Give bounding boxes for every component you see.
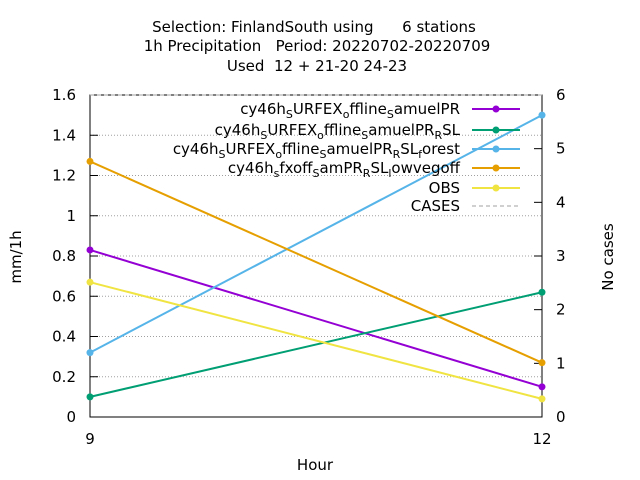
y2-tick-label: 6 xyxy=(556,86,566,104)
y2-tick-label: 2 xyxy=(556,301,566,319)
series-point xyxy=(538,111,546,119)
series-line-3 xyxy=(89,160,543,364)
y2-tick-label: 3 xyxy=(556,247,566,265)
y-tick-label: 1.6 xyxy=(52,86,76,104)
legend-swatch-point xyxy=(492,145,500,153)
chart-title-line1: Selection: FinlandSouth using 6 stations xyxy=(152,18,476,36)
series-point xyxy=(86,349,94,357)
y-tick-label: 0.2 xyxy=(52,368,76,386)
legend-label: cy46hSURFEXofflineSamuelPRRSL xyxy=(215,121,461,142)
x-tick-label: 12 xyxy=(532,430,551,448)
series-line-1 xyxy=(89,291,543,398)
legend-label: cy46hsfxoffSamPRRSLlowvegoff xyxy=(228,159,461,180)
y-tick-label: 0.8 xyxy=(52,247,76,265)
x-tick-label: 9 xyxy=(85,430,95,448)
y2-tick-label: 0 xyxy=(556,408,566,426)
x-axis-label: Hour xyxy=(297,456,334,474)
legend-swatch-point xyxy=(492,184,500,192)
y-tick-label: 0 xyxy=(66,408,76,426)
series-point xyxy=(538,288,546,296)
y2-tick-label: 1 xyxy=(556,354,566,372)
grid-lines xyxy=(90,134,542,378)
series-point xyxy=(538,383,546,391)
series-point xyxy=(538,359,546,367)
legend-swatch-point xyxy=(492,105,500,113)
legend-label: cy46hSURFEXofflineSamuelPRRSLforest xyxy=(173,140,460,161)
chart-title-line2: 1h Precipitation Period: 20220702-202207… xyxy=(144,37,491,55)
series-line-2 xyxy=(89,114,543,354)
series-line-4 xyxy=(89,281,543,400)
legend-swatch-point xyxy=(492,126,500,134)
y-tick-label: 0.6 xyxy=(52,287,76,305)
legend-label: CASES xyxy=(411,197,460,215)
data-series xyxy=(86,94,546,403)
legend-label: cy46hSURFEXofflineSamuelPR xyxy=(240,100,460,121)
legend: cy46hSURFEXofflineSamuelPRcy46hSURFEXoff… xyxy=(173,100,520,215)
y2-tick-label: 4 xyxy=(556,193,566,211)
chart-title-line3: Used 12 + 21-20 24-23 xyxy=(227,57,407,75)
y-tick-label: 0.4 xyxy=(52,328,76,346)
series-point xyxy=(86,246,94,254)
y2-tick-label: 5 xyxy=(556,140,566,158)
y-axis-label: mm/1h xyxy=(7,230,25,283)
y-tick-label: 1.4 xyxy=(52,126,76,144)
y2-axis-label: No cases xyxy=(599,223,617,291)
legend-swatch-point xyxy=(492,164,500,172)
y-tick-label: 1 xyxy=(66,207,76,225)
series-line-0 xyxy=(89,249,543,388)
series-point xyxy=(538,395,546,403)
legend-label: OBS xyxy=(429,179,460,197)
series-point xyxy=(86,157,94,165)
y-tick-label: 1.2 xyxy=(52,167,76,185)
series-point xyxy=(86,393,94,401)
series-point xyxy=(86,278,94,286)
